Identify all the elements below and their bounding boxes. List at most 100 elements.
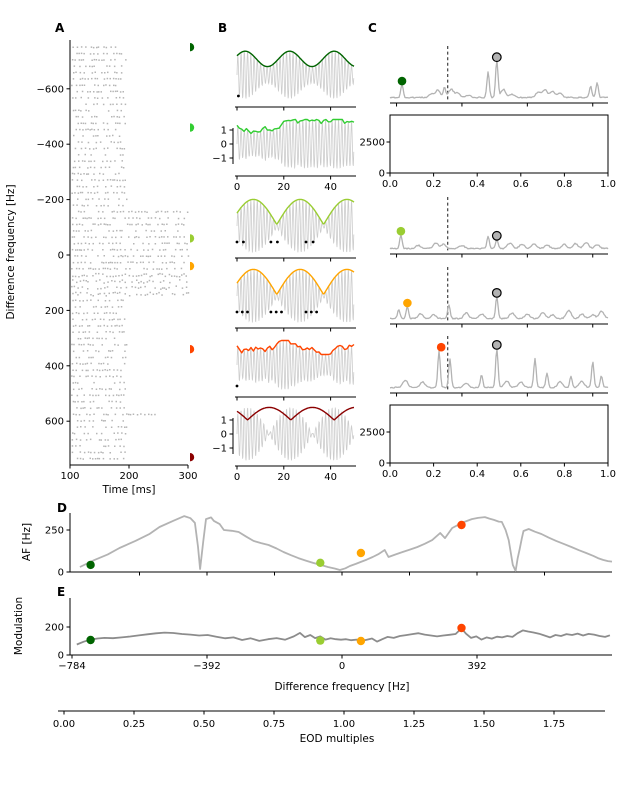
raster-dot [98, 91, 100, 93]
c-empty-xtick-label: 0.0 [382, 179, 398, 190]
raster-dot [73, 432, 76, 435]
raster-dot [92, 344, 94, 346]
raster-dot [95, 305, 97, 308]
raster-dot [92, 400, 95, 403]
raster-dot [187, 292, 190, 294]
raster-dot [119, 91, 122, 93]
raster-dot [100, 91, 102, 93]
raster-dot [112, 242, 114, 245]
raster-dot [77, 382, 79, 384]
b-envelope-2 [236, 198, 355, 225]
raster-dot [117, 78, 120, 80]
raster-dot [116, 286, 118, 288]
raster-dot [93, 129, 96, 131]
raster-dot [109, 350, 112, 352]
b-ytick-label: −1 [212, 154, 227, 165]
raster-dot [149, 223, 151, 226]
panel-d-ylabel: AF [Hz] [21, 523, 33, 561]
raster-dot [126, 413, 128, 415]
raster-dot [107, 267, 109, 270]
raster-dot [92, 369, 95, 371]
raster-dot [168, 273, 171, 276]
raster-dot [122, 204, 124, 207]
raster-dot [80, 426, 82, 428]
raster-dot [97, 53, 99, 55]
raster-dot [100, 306, 103, 308]
raster-dot [138, 275, 140, 277]
raster-dot [79, 300, 81, 302]
raster-dot [108, 166, 111, 168]
raster-dot [101, 344, 103, 346]
raster-dot [111, 350, 114, 352]
raster-dot [98, 179, 100, 182]
raster-dot [72, 299, 74, 302]
raster-dot [72, 109, 75, 112]
raster-dot [102, 267, 105, 270]
raster-dot [119, 141, 122, 143]
raster-dot [173, 275, 176, 277]
raster-dot [141, 224, 143, 226]
raster-dot [139, 217, 141, 220]
raster-dot [75, 249, 77, 251]
raster-dot [179, 211, 181, 213]
raster-dot [82, 350, 85, 352]
b-xtick-label: 40 [324, 182, 337, 193]
raster-dot [75, 445, 77, 447]
raster-dot [116, 116, 118, 118]
raster-dot [117, 432, 119, 434]
raster-dot [123, 115, 125, 118]
raster-dot [86, 292, 88, 294]
raster-dot [146, 293, 149, 296]
raster-dot [116, 103, 118, 105]
raster-dot [150, 413, 153, 416]
raster-dot [164, 275, 167, 278]
raster-dot [98, 268, 100, 270]
raster-dot [81, 90, 84, 93]
raster-dot [114, 128, 117, 131]
c-empty-xtick-label: 0.6 [513, 469, 529, 480]
raster-dot [117, 426, 120, 428]
raster-dot [80, 255, 83, 257]
raster-dot [109, 77, 111, 80]
raster-dot [79, 71, 82, 74]
raster-dot [84, 160, 86, 162]
raster-dot [83, 274, 85, 277]
raster-dot [116, 394, 118, 396]
a-xtick-label: 300 [178, 471, 197, 482]
raster-dot [73, 65, 76, 67]
raster-dot [115, 400, 117, 403]
raster-dot [104, 267, 107, 270]
raster-dot [105, 46, 108, 49]
raster-dot [81, 369, 84, 372]
raster-dot [126, 198, 128, 201]
raster-dot [104, 287, 106, 289]
c-circle-marker-4 [491, 340, 502, 350]
raster-dot [85, 46, 87, 48]
raster-dot [112, 394, 115, 397]
raster-dot [104, 356, 107, 359]
raster-dot [108, 135, 111, 137]
raster-dot [87, 288, 89, 290]
b-xtick-label: 0 [234, 182, 240, 193]
raster-dot [76, 204, 78, 206]
raster-dot [115, 242, 118, 244]
raster-dot [82, 217, 84, 219]
raster-dot [105, 186, 107, 188]
raster-dot [93, 413, 95, 415]
raster-dot [114, 261, 116, 264]
raster-dot [112, 312, 115, 314]
raster-dot [90, 122, 93, 124]
raster-dot [82, 407, 84, 409]
raster-dot [124, 388, 126, 390]
raster-dot [106, 135, 108, 137]
raster-dot [149, 291, 151, 294]
raster-dot [142, 242, 144, 245]
raster-dot [107, 191, 109, 194]
raster-dot [165, 262, 167, 264]
raster-dot [76, 407, 78, 409]
raster-dot [147, 255, 150, 258]
raster-dot [126, 223, 129, 225]
raster-dot [89, 407, 92, 410]
raster-dot [120, 299, 123, 301]
raster-dot [77, 287, 79, 289]
